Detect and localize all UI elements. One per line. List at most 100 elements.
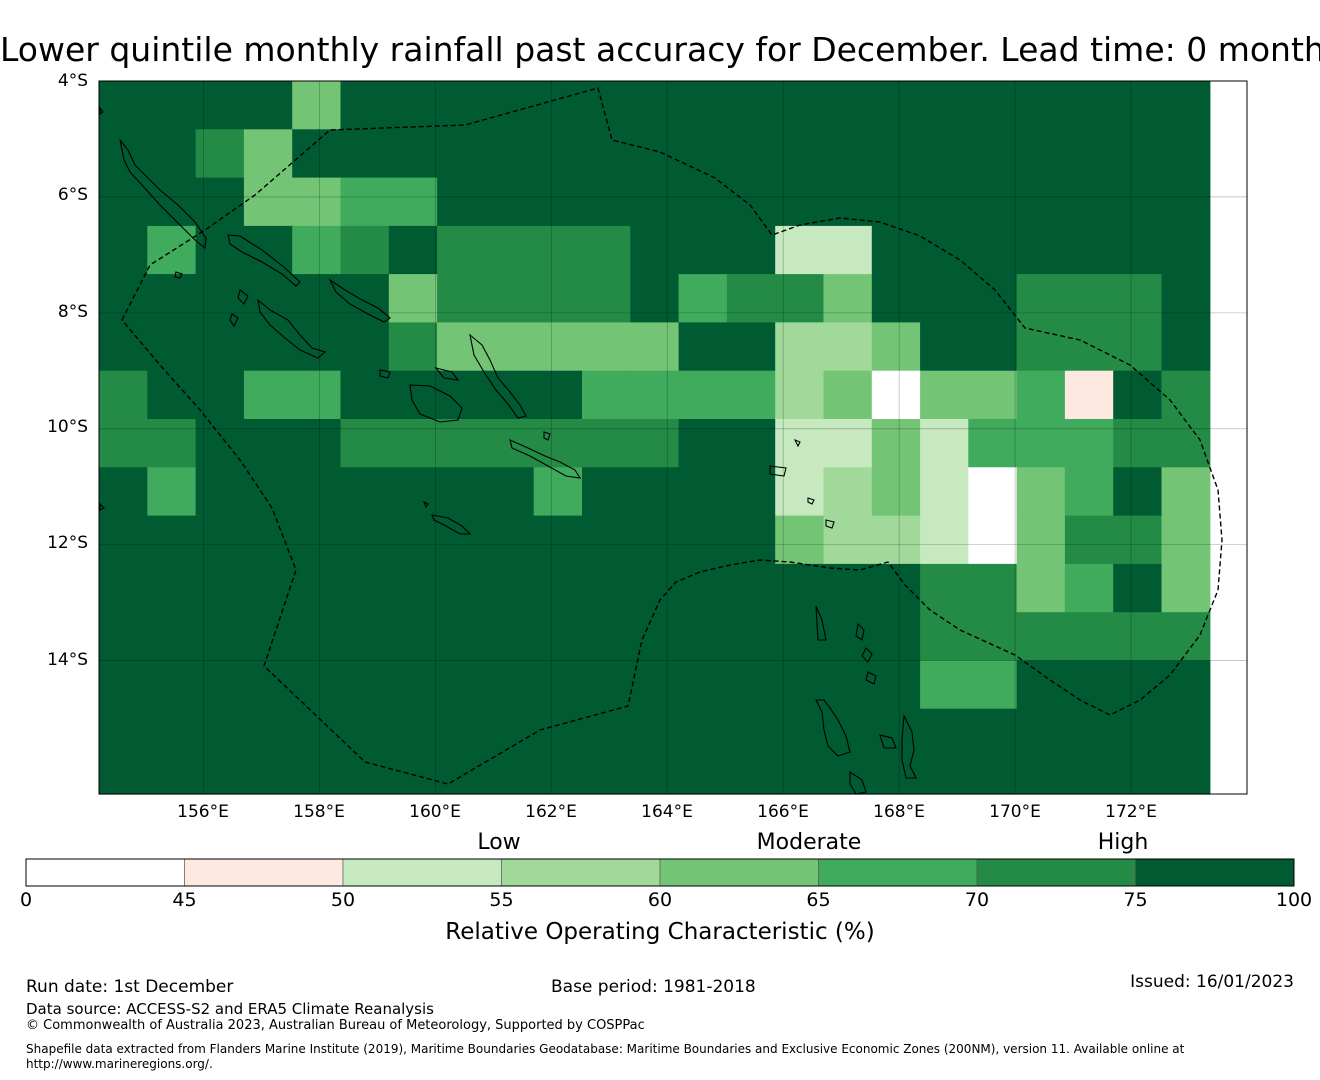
- grid-cell: [437, 563, 486, 613]
- grid-cell: [920, 274, 969, 323]
- lon-label-166e: 166°E: [757, 802, 809, 822]
- grid-cell: [775, 370, 825, 420]
- colorbar-segment: [1135, 858, 1295, 887]
- grid-cell: [147, 660, 197, 710]
- grid-cell: [388, 757, 438, 795]
- grid-cell: [388, 612, 438, 662]
- grid-cell: [437, 708, 486, 758]
- grid-cell: [630, 81, 680, 130]
- grid-cell: [920, 757, 969, 795]
- grid-cell: [340, 129, 390, 179]
- lat-label-6s: 6°S: [57, 185, 88, 205]
- grid-cell: [195, 563, 245, 613]
- colorbar-frame: [25, 858, 1295, 887]
- grid-cell: [195, 370, 245, 420]
- grid-cell: [292, 81, 342, 130]
- grid-cell: [388, 660, 438, 710]
- grid-cell: [871, 274, 921, 323]
- grid-cell: [533, 660, 583, 710]
- category-low: Low: [477, 830, 521, 855]
- grid-cell: [582, 515, 631, 565]
- grid-cell: [1113, 612, 1163, 662]
- grid-cell: [630, 757, 680, 795]
- grid-cell: [1064, 81, 1114, 130]
- grid-cell: [1064, 322, 1114, 372]
- colorbar-segments: [25, 858, 1295, 887]
- grid-cell: [1064, 612, 1114, 662]
- grid-cell: [340, 660, 390, 710]
- grid-cell: [340, 177, 390, 227]
- grid-cell: [147, 612, 197, 662]
- colorbar-segment: [501, 858, 661, 887]
- grid-cell: [195, 274, 245, 323]
- grid-cell: [485, 177, 535, 227]
- grid-cell: [1161, 660, 1211, 710]
- grid-cell: [437, 515, 486, 565]
- grid-cell: [195, 177, 245, 227]
- colorbar-tick-45: 45: [172, 889, 197, 911]
- grid-cell: [292, 370, 342, 420]
- grid-cell: [1064, 708, 1114, 758]
- grid-cell: [99, 708, 148, 758]
- grid-cell: [388, 419, 438, 468]
- grid-cell: [823, 81, 873, 130]
- grid-cell: [1113, 563, 1163, 613]
- grid-cell: [1113, 81, 1163, 130]
- grid-cell: [1161, 515, 1211, 565]
- grid-cell: [292, 322, 342, 372]
- grid-cell: [388, 322, 438, 372]
- grid-cell: [582, 322, 631, 372]
- grid-cell: [582, 660, 631, 710]
- grid-cell: [823, 515, 873, 565]
- grid-cell: [1016, 177, 1066, 227]
- grid-cell: [1161, 419, 1211, 468]
- lon-label-156e: 156°E: [177, 802, 229, 822]
- grid-cell: [340, 467, 390, 517]
- grid-cell: [533, 467, 583, 517]
- grid-cell: [485, 370, 535, 420]
- grid-cell: [485, 81, 535, 130]
- run-date: Run date: 1st December: [26, 977, 234, 997]
- grid-cell: [871, 467, 921, 517]
- grid-cell: [630, 370, 680, 420]
- grid-cell: [485, 467, 535, 517]
- grid-cell: [678, 757, 728, 795]
- grid-cell: [292, 129, 342, 179]
- grid-cell: [388, 563, 438, 613]
- grid-cell: [147, 81, 197, 130]
- grid-cell: [582, 274, 631, 323]
- colorbar-segment: [659, 858, 819, 887]
- grid-cell: [437, 322, 486, 372]
- grid-cell: [340, 419, 390, 468]
- grid-cell: [437, 467, 486, 517]
- grid-cell: [243, 515, 293, 565]
- grid-cell: [726, 515, 776, 565]
- grid-cell: [678, 515, 728, 565]
- colorbar-tick-70: 70: [964, 889, 990, 911]
- grid-cell: [775, 177, 825, 227]
- grid-cell: [1016, 757, 1066, 795]
- grid-cell: [99, 322, 148, 372]
- colorbar-tick-75: 75: [1123, 889, 1148, 911]
- grid-cell: [243, 467, 293, 517]
- grid-cell: [582, 563, 631, 613]
- grid-cell: [968, 515, 1018, 565]
- grid-cell: [99, 419, 148, 468]
- grid-cell: [823, 370, 873, 420]
- grid-cell: [630, 225, 680, 275]
- grid-cell: [678, 322, 728, 372]
- grid-cell: [775, 322, 825, 372]
- grid-cell: [195, 419, 245, 468]
- grid-cell: [775, 563, 825, 613]
- grid-cell: [1113, 129, 1163, 179]
- grid-cell: [678, 708, 728, 758]
- grid-cell: [775, 129, 825, 179]
- grid-cell: [99, 81, 148, 130]
- grid-cell: [1064, 563, 1114, 613]
- grid-cell: [582, 467, 631, 517]
- grid-cell: [243, 274, 293, 323]
- grid-cell: [533, 419, 583, 468]
- grid-cell: [968, 177, 1018, 227]
- category-moderate: Moderate: [756, 830, 862, 855]
- grid-cell: [485, 563, 535, 613]
